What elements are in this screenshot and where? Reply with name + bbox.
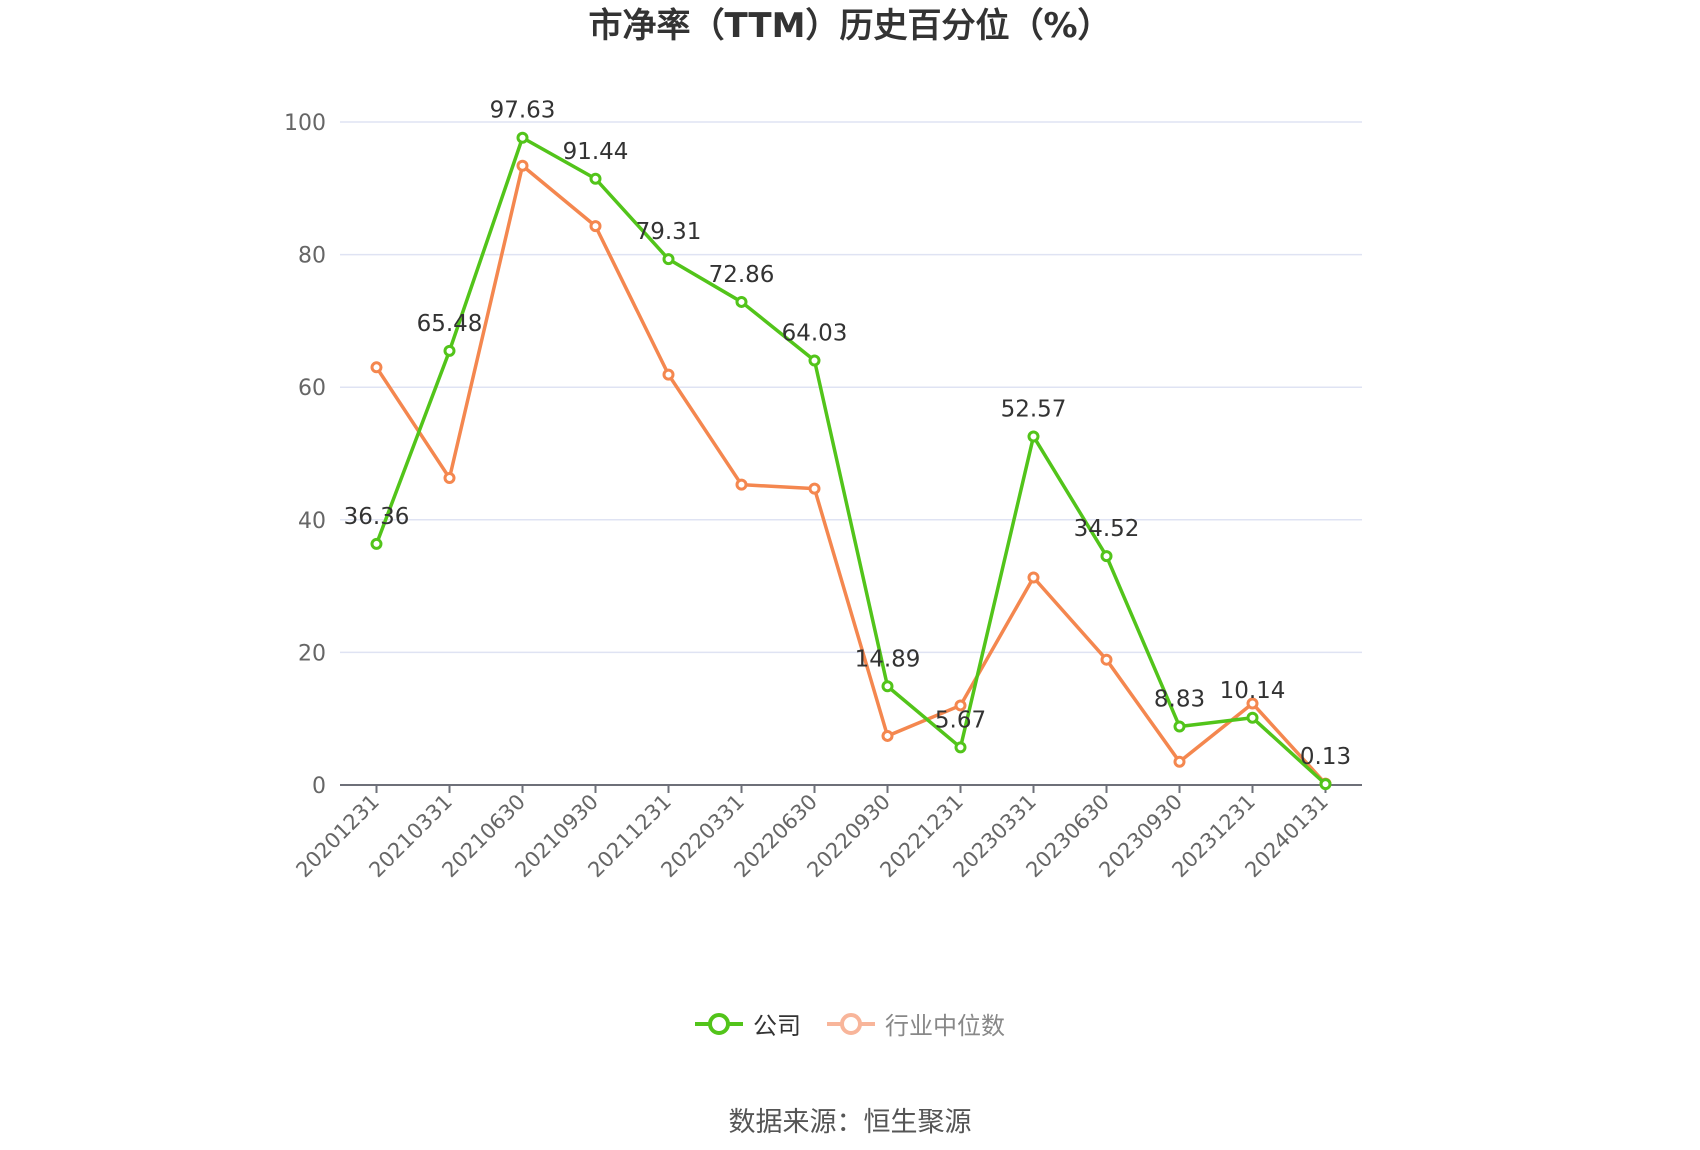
legend-company-icon: [695, 1012, 743, 1035]
series-line-company: [374, 135, 1327, 786]
data-point-company[interactable]: [516, 131, 529, 144]
data-point-industry[interactable]: [1027, 571, 1040, 584]
data-point-company[interactable]: [1319, 778, 1332, 791]
data-label: 79.31: [636, 219, 702, 245]
data-point-industry[interactable]: [370, 361, 383, 374]
legend-industry-icon: [827, 1012, 875, 1035]
data-point-company[interactable]: [808, 354, 821, 367]
data-point-company[interactable]: [370, 537, 383, 550]
legend-item-industry[interactable]: 行业中位数: [827, 1006, 1005, 1041]
y-axis: 0 20 40 60 80 100: [284, 111, 326, 799]
series-group: [370, 131, 1332, 791]
data-point-company[interactable]: [1246, 711, 1259, 724]
line-chart: 0 20 40 60 80 100 202012312021033120210630202…: [284, 98, 1362, 882]
data-point-industry[interactable]: [735, 478, 748, 491]
data-point-industry[interactable]: [1100, 653, 1113, 666]
data-label: 65.48: [417, 311, 483, 337]
legend-industry-label: 行业中位数: [885, 1012, 1005, 1040]
data-label: 34.52: [1074, 516, 1140, 542]
data-point-company[interactable]: [954, 741, 967, 754]
legend-company-label: 公司: [753, 1012, 801, 1040]
data-point-company[interactable]: [662, 253, 675, 266]
data-point-industry[interactable]: [662, 368, 675, 381]
data-point-industry[interactable]: [808, 482, 821, 495]
y-tick-label: 0: [312, 774, 326, 799]
legend: 公司 行业中位数: [0, 1006, 1700, 1041]
data-point-industry[interactable]: [516, 159, 529, 172]
data-point-company[interactable]: [589, 172, 602, 185]
data-label: 36.36: [344, 504, 410, 530]
x-axis: 2020123120210331202106302021093020211231…: [291, 784, 1362, 882]
data-label: 8.83: [1154, 686, 1205, 712]
data-label: 97.63: [490, 98, 556, 124]
y-tick-label: 60: [298, 376, 326, 401]
data-label: 52.57: [1001, 396, 1067, 422]
y-tick-label: 20: [298, 641, 326, 666]
data-point-company[interactable]: [1027, 430, 1040, 443]
data-label: 14.89: [855, 646, 921, 672]
data-point-industry[interactable]: [1173, 755, 1186, 768]
data-labels: 36.36 65.48 97.63 91.44 79.31 72.86 64.03 14.89…: [344, 98, 1352, 770]
data-label: 0.13: [1300, 744, 1351, 770]
grid-lines: [340, 121, 1362, 654]
data-point-company[interactable]: [443, 344, 456, 357]
y-tick-label: 40: [298, 509, 326, 534]
chart-title: 市净率（TTM）历史百分位（%）: [588, 6, 1112, 46]
data-label: 64.03: [782, 320, 848, 346]
data-point-industry[interactable]: [954, 699, 967, 712]
data-label: 10.14: [1220, 678, 1286, 704]
data-point-industry[interactable]: [589, 220, 602, 233]
data-label: 91.44: [563, 139, 629, 165]
data-point-company[interactable]: [1173, 720, 1186, 733]
data-point-company[interactable]: [881, 680, 894, 693]
data-point-industry[interactable]: [1246, 697, 1259, 710]
legend-item-company[interactable]: 公司: [695, 1006, 801, 1041]
data-point-industry[interactable]: [881, 729, 894, 742]
series-line-industry: [375, 164, 1327, 785]
data-source: 数据来源：恒生聚源: [728, 1107, 972, 1138]
data-point-company[interactable]: [735, 295, 748, 308]
y-tick-label: 80: [298, 244, 326, 269]
data-point-company[interactable]: [1100, 550, 1113, 563]
data-point-industry[interactable]: [443, 472, 456, 485]
data-label: 5.67: [935, 707, 986, 733]
data-label: 72.86: [709, 262, 775, 288]
y-tick-label: 100: [284, 111, 326, 136]
